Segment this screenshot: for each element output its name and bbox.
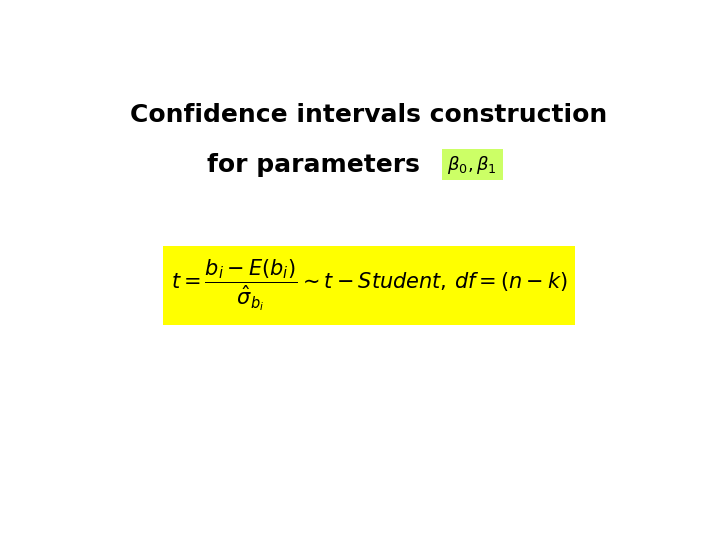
Text: $\beta_0, \beta_1$: $\beta_0, \beta_1$ xyxy=(447,153,497,176)
Text: for parameters: for parameters xyxy=(207,153,420,177)
Text: Confidence intervals construction: Confidence intervals construction xyxy=(130,103,608,127)
Text: $t = \dfrac{b_i - E(b_i)}{\hat{\sigma}_{b_i}} \sim t - Student,\, df = (n - k)$: $t = \dfrac{b_i - E(b_i)}{\hat{\sigma}_{… xyxy=(171,257,567,313)
FancyBboxPatch shape xyxy=(441,149,503,180)
FancyBboxPatch shape xyxy=(163,246,575,325)
